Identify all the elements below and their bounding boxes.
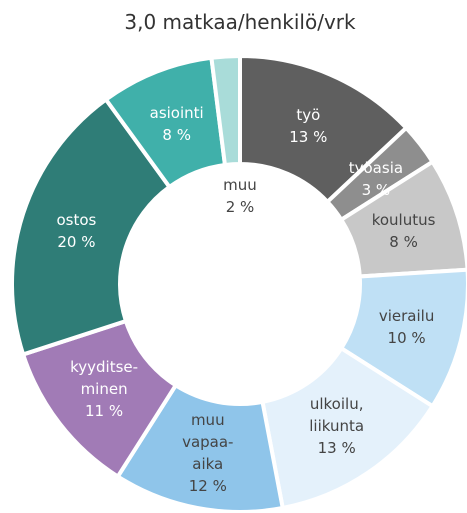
segment-label: kyyditse- minen 11 % xyxy=(70,356,138,422)
category-label: asiointi xyxy=(149,104,204,123)
value-label: 20 % xyxy=(57,232,96,251)
category-label: työasia xyxy=(348,158,404,177)
value-label: 12 % xyxy=(188,476,227,495)
category-label: työ xyxy=(296,106,321,125)
category-label: koulutus xyxy=(371,210,436,229)
segment-label: vierailu 10 % xyxy=(379,305,434,349)
donut-segment xyxy=(338,159,467,279)
segment-label: muu vapaa- aika 12 % xyxy=(182,409,233,497)
segment-label: koulutus 8 % xyxy=(372,209,436,253)
value-label: 11 % xyxy=(85,402,124,421)
segment-label: ostos 20 % xyxy=(56,209,96,253)
segment-label: työ 13 % xyxy=(289,104,327,148)
category-label: muu vapaa- aika xyxy=(182,410,234,473)
segment-label: asiointi 8 % xyxy=(150,102,204,146)
segment-label: muu 2 % xyxy=(223,174,257,218)
value-label: 8 % xyxy=(389,232,418,251)
category-label: ostos xyxy=(56,210,97,229)
value-label: 13 % xyxy=(317,439,356,458)
donut-segment xyxy=(209,53,242,168)
donut-segment xyxy=(10,96,173,357)
value-label: 13 % xyxy=(289,128,328,147)
chart-title: 3,0 matkaa/henkilö/vrk xyxy=(124,10,356,34)
category-label: ulkoilu, liikunta xyxy=(309,395,365,436)
category-label: kyyditse- minen xyxy=(70,358,139,399)
value-label: 10 % xyxy=(387,328,426,347)
value-label: 2 % xyxy=(225,198,255,216)
segment-label: ulkoilu, liikunta 13 % xyxy=(309,393,364,459)
value-label: 8 % xyxy=(162,126,191,145)
category-label: muu xyxy=(223,176,257,194)
value-label: 3 % xyxy=(361,180,391,199)
category-label: vierailu xyxy=(378,306,435,325)
segment-label: työasia 3 % xyxy=(349,157,403,201)
